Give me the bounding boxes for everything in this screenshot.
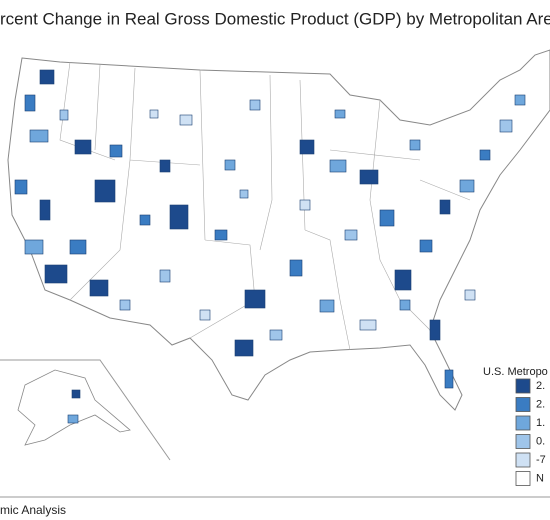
metro-area [514,94,526,106]
alaska-metro [71,389,81,399]
metro-area [269,329,283,341]
metro-area [409,139,421,151]
metro-area [479,149,491,161]
metro-area [159,269,171,283]
metro-area [14,179,28,195]
metro-area [399,299,411,311]
legend-label: 2. [536,398,545,410]
legend-label: 0. [536,435,545,447]
alaska [17,369,131,446]
metro-area [429,319,441,341]
metro-area [299,199,311,211]
metro-area [44,264,68,284]
metro-area [169,204,189,230]
metro-area [359,319,377,331]
metro-area [149,109,159,119]
metro-area [24,94,36,112]
metro-area [334,109,346,119]
metro-area [139,214,151,226]
metro-area [249,99,261,111]
metro-area [459,179,475,193]
alaska-metro [67,414,79,424]
map-title: rcent Change in Real Gross Domestic Prod… [0,9,550,28]
metro-area [329,159,347,173]
legend-swatch [515,378,531,394]
metro-area [289,259,303,277]
metro-area [444,369,454,389]
inset-border [0,359,171,461]
metro-area [89,279,109,297]
metro-area [59,109,69,121]
metro-area [214,229,228,241]
metro-area [39,69,55,85]
footer-source: mic Analysis [0,503,66,517]
metro-area [224,159,236,171]
metro-area [419,239,433,253]
metro-area [359,169,379,185]
metro-area [179,114,193,126]
legend-swatch [515,434,531,449]
metro-area [159,159,171,173]
metro-area [234,339,254,357]
metro-area [244,289,266,309]
metro-area [299,139,315,155]
legend: U.S. Metropo 2. 2. 1. 0. -7 N [483,366,548,486]
metro-area [394,269,412,291]
metro-area [109,144,123,158]
metro-area [119,299,131,311]
metro-area [344,229,358,241]
metro-area [29,129,49,143]
metro-area [24,239,44,255]
legend-swatch [515,452,531,468]
metro-area [239,189,249,199]
legend-label: 1. [536,417,545,429]
legend-swatch [515,397,531,412]
legend-swatch [515,415,531,431]
metro-area [464,289,476,301]
metro-area [439,199,451,215]
metro-areas [14,69,526,389]
metro-area [69,239,87,255]
metro-area [499,119,513,133]
us-outline [7,49,550,411]
metro-area [39,199,51,221]
metro-area [379,209,395,227]
legend-label: 2. [536,380,545,392]
us-states [59,61,471,351]
metro-area [94,179,116,203]
metro-area [199,309,211,321]
metro-area [74,139,92,155]
legend-label: N [536,472,544,484]
metro-area [319,299,335,313]
legend-swatch [515,471,531,486]
legend-title: U.S. Metropo [483,366,548,378]
legend-label: -7 [536,454,546,466]
